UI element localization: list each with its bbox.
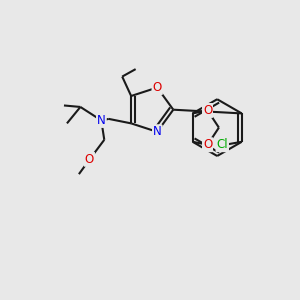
- Text: Cl: Cl: [217, 138, 228, 151]
- Text: O: O: [85, 153, 94, 166]
- Text: N: N: [153, 125, 162, 138]
- Text: O: O: [203, 104, 212, 117]
- Text: N: N: [97, 114, 106, 127]
- Text: Cl: Cl: [217, 138, 228, 151]
- Text: O: O: [203, 104, 212, 117]
- Text: O: O: [153, 81, 162, 94]
- Text: O: O: [203, 138, 212, 151]
- Text: O: O: [153, 81, 162, 94]
- Text: O: O: [85, 153, 94, 166]
- Text: N: N: [153, 125, 162, 138]
- Text: N: N: [97, 114, 106, 127]
- Text: O: O: [203, 138, 212, 151]
